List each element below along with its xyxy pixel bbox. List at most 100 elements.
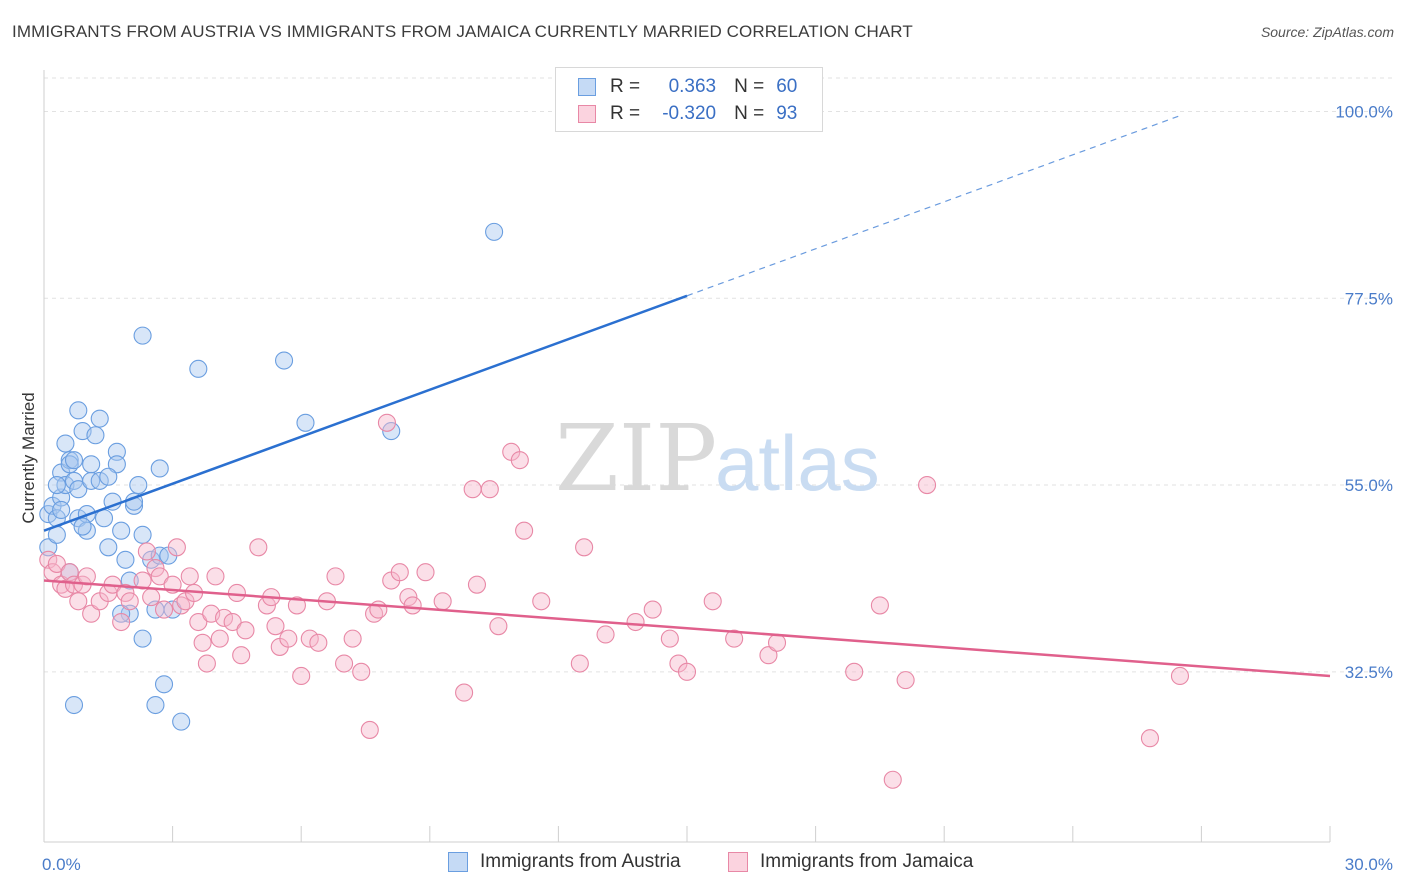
data-point — [73, 517, 92, 536]
data-point — [626, 612, 645, 632]
data-point — [266, 617, 285, 636]
data-point — [377, 413, 396, 432]
data-point — [146, 559, 165, 578]
data-point — [180, 567, 199, 586]
data-point — [759, 646, 778, 665]
data-point — [918, 476, 937, 495]
data-point — [120, 592, 139, 611]
data-point — [292, 666, 311, 686]
data-point — [172, 712, 191, 731]
series-jamaica-points — [39, 413, 1190, 789]
legend-label-jamaica: Immigrants from Jamaica — [760, 851, 974, 872]
data-point — [309, 633, 328, 652]
y-tick-label: 77.5% — [1345, 289, 1393, 308]
grid-lines — [44, 77, 1395, 673]
data-point — [64, 451, 84, 470]
data-point — [86, 426, 105, 445]
legend-n-value: 93 — [776, 103, 798, 124]
legend-row-austria: R = 0.363 N = 60 — [578, 74, 797, 100]
data-point — [154, 600, 174, 619]
data-point — [133, 525, 152, 544]
data-point — [287, 596, 306, 615]
data-point — [390, 563, 409, 582]
data-point — [193, 633, 212, 652]
data-point — [343, 629, 362, 648]
legend-r-label: R = — [610, 76, 641, 97]
data-point — [60, 451, 79, 470]
legend-label-austria: Immigrants from Austria — [480, 851, 681, 872]
data-point — [154, 675, 174, 694]
data-point — [896, 671, 915, 690]
data-point — [142, 588, 161, 607]
data-point — [399, 588, 418, 607]
data-point — [206, 567, 225, 586]
data-point — [137, 542, 156, 561]
data-point — [112, 612, 131, 632]
x-tick-label: 30.0% — [1345, 855, 1393, 874]
data-point — [82, 604, 101, 623]
y-tick-label: 32.5% — [1345, 663, 1393, 682]
data-point — [129, 476, 148, 495]
data-point — [296, 413, 315, 432]
data-point — [90, 471, 109, 490]
data-point — [455, 683, 474, 702]
trend-line-austria-extrapolated — [686, 115, 1181, 297]
legend-n-value: 60 — [776, 76, 798, 97]
data-point — [300, 629, 319, 648]
data-point — [116, 583, 135, 603]
data-point — [480, 480, 499, 499]
data-point — [845, 662, 864, 681]
data-point — [56, 579, 75, 598]
data-point — [870, 596, 889, 615]
y-axis-label: Currently Married — [19, 392, 38, 523]
legend-swatch-austria — [448, 852, 468, 872]
legend-n-label: N = — [734, 103, 765, 124]
data-point — [515, 521, 534, 540]
data-point — [570, 654, 589, 673]
data-point — [403, 596, 422, 615]
x-tick-label: 0.0% — [42, 855, 81, 874]
data-point — [150, 567, 169, 586]
data-point — [64, 695, 84, 715]
data-point — [52, 500, 71, 520]
data-point — [643, 600, 662, 619]
legend-r-label: R = — [610, 103, 641, 124]
data-point — [47, 476, 66, 495]
trend-line-jamaica — [43, 579, 1331, 678]
chart-title: IMMIGRANTS FROM AUSTRIA VS IMMIGRANTS FR… — [12, 22, 913, 41]
watermark: ZIP atlas — [555, 405, 880, 512]
data-point — [133, 629, 152, 648]
legend-swatch-austria — [578, 78, 596, 96]
data-point — [189, 612, 208, 632]
data-point — [677, 662, 697, 681]
legend-item-jamaica: Immigrants from Jamaica — [728, 851, 973, 873]
data-point — [335, 654, 354, 673]
series-austria-points — [39, 222, 504, 731]
data-point — [510, 451, 529, 470]
data-point — [485, 222, 504, 241]
data-point — [360, 720, 379, 739]
data-point — [467, 575, 487, 594]
data-point — [489, 617, 508, 636]
data-point — [39, 538, 58, 557]
data-point — [382, 422, 401, 441]
legend-n-label: N = — [734, 76, 765, 97]
data-point — [189, 359, 208, 378]
data-point — [575, 538, 594, 557]
data-point — [94, 509, 114, 528]
data-point — [352, 662, 371, 681]
data-point — [146, 695, 165, 715]
data-point — [69, 401, 88, 420]
data-point — [232, 646, 251, 665]
data-point — [249, 538, 268, 557]
data-point — [112, 521, 131, 540]
data-point — [883, 770, 902, 789]
data-point — [150, 459, 169, 478]
data-point — [326, 567, 345, 586]
source-label: Source: ZipAtlas.com — [1260, 24, 1394, 40]
data-point — [197, 654, 216, 673]
data-point — [47, 554, 66, 573]
stats-legend: R = 0.363 N = 60 R = -0.320 N = 93 — [555, 67, 823, 132]
legend-item-austria: Immigrants from Austria — [448, 851, 681, 873]
